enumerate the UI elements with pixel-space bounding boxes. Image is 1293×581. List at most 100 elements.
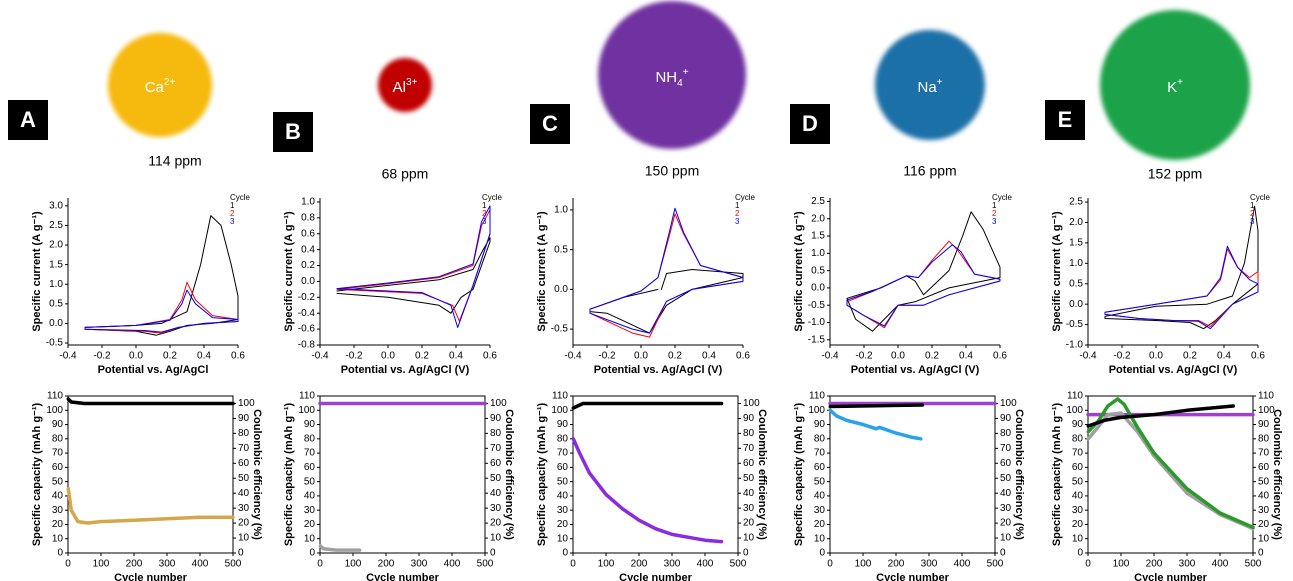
x-tick-label: 500 [730,559,747,570]
x-tick-label: -0.2 [855,351,873,362]
x-tick-label: 500 [1245,559,1262,570]
y-tick-label: 70 [304,448,316,459]
y2-tick-label: 0 [238,548,244,559]
x-tick-label: 0 [570,559,576,570]
y-tick-label: 70 [814,448,826,459]
y-tick-label: 30 [304,505,316,516]
y2-tick-label: 110 [1258,391,1274,402]
y-tick-label: 30 [814,505,826,516]
y2-tick-label: 10 [1000,533,1012,544]
y-tick-label: 90 [304,419,316,430]
y-tick-label: 1.0 [301,197,315,208]
y-tick-label: 90 [814,419,826,430]
x-tick-label: 200 [631,559,648,570]
ion-sub: 4 [677,78,683,89]
y-tick-label: 50 [52,476,64,487]
y-tick-label: 1.0 [49,279,63,290]
x-axis-label: Cycle number [876,572,949,581]
ppm-label: 68 ppm [382,166,429,182]
legend-entry: 1 [992,201,997,210]
y-tick-label: -0.5 [551,324,569,335]
x-tick-label: 200 [126,559,143,570]
series-line [828,408,923,441]
x-axis-label: Cycle number [619,572,692,581]
y-tick-label: 0.2 [301,260,315,271]
x-tick-label: 400 [954,559,971,570]
y-tick-label: 1.5 [811,231,825,242]
y2-tick-label: 90 [1000,413,1012,424]
y2-tick-label: 40 [238,488,250,499]
x-tick-label: 300 [921,559,938,570]
y2-tick-label: 60 [490,458,502,469]
y2-tick-label: 40 [1000,488,1012,499]
panel-label: D [802,111,818,136]
y2-tick-label: 40 [490,488,502,499]
ppm-label: 114 ppm [148,153,201,169]
y2-tick-label: 80 [1258,433,1270,444]
y-tick-label: 110 [552,391,568,402]
y2-tick-label: 20 [490,518,502,529]
y2-tick-label: 80 [238,428,250,439]
ion-sup: + [683,67,689,78]
x-tick-label: 0.0 [381,351,395,362]
ion-text: Ca [145,79,165,96]
legend-title: Cycle [735,193,756,202]
x-axis-label: Potential vs. Ag/AgCl [98,364,209,376]
y-tick-label: 10 [1072,533,1084,544]
y-tick-label: 0 [309,548,315,559]
ion-label: Na+ [917,77,942,96]
y2-axis-label: Coulombic efficiency (%) [503,409,515,540]
x-tick-label: -0.2 [345,351,363,362]
x-tick-label: -0.4 [311,351,329,362]
y-tick-label: 80 [557,433,569,444]
ion-circle [875,30,985,140]
y2-tick-label: 10 [238,533,250,544]
y-tick-label: 2.0 [49,240,63,251]
y-tick-label: 40 [1072,491,1084,502]
y-tick-label: 1.0 [811,248,825,259]
panel-label-box [8,100,48,140]
panel-label-box [1045,100,1085,140]
x-tick-label: 0.6 [736,351,750,362]
series-line [66,397,235,406]
y-tick-label: 0.0 [1069,299,1083,310]
ion-text: K [1167,79,1177,96]
y2-tick-label: 100 [238,398,255,409]
y-tick-label: 2.5 [49,220,63,231]
y-axis-label: Specific current (A g⁻¹) [1051,211,1063,332]
x-tick-label: -0.4 [564,351,582,362]
plot-frame [319,395,486,554]
series-line [318,544,362,552]
y2-tick-label: 50 [1258,476,1270,487]
series-line [1086,404,1235,428]
y-tick-label: 60 [52,462,64,473]
x-tick-label: -0.4 [59,351,77,362]
x-tick-label: 400 [444,559,461,570]
panel-label: A [20,107,36,132]
x-tick-label: 0.6 [1251,351,1265,362]
series-line [1104,205,1259,330]
x-tick-label: 300 [159,559,176,570]
y-tick-label: -0.8 [298,340,316,351]
series-line [846,240,1001,329]
x-axis-label: Cycle number [114,572,187,581]
legend-entry: 2 [482,209,487,218]
legend-title: Cycle [992,193,1013,202]
ppm-label: 116 ppm [903,163,956,179]
y-tick-label: 20 [814,519,826,530]
x-tick-label: 500 [987,559,1004,570]
y-tick-label: 70 [52,448,64,459]
legend-entry: 3 [482,217,487,226]
y-tick-label: 20 [557,519,569,530]
y-tick-label: 90 [557,419,569,430]
x-tick-label: 500 [225,559,242,570]
x-tick-label: 100 [1113,559,1130,570]
ion-circle [108,33,212,137]
y-tick-label: 1.0 [1069,258,1083,269]
x-tick-label: 400 [192,559,209,570]
y-tick-label: 10 [814,533,826,544]
x-tick-label: 0 [65,559,71,570]
x-tick-label: 100 [93,559,110,570]
y2-tick-label: 50 [743,473,755,484]
